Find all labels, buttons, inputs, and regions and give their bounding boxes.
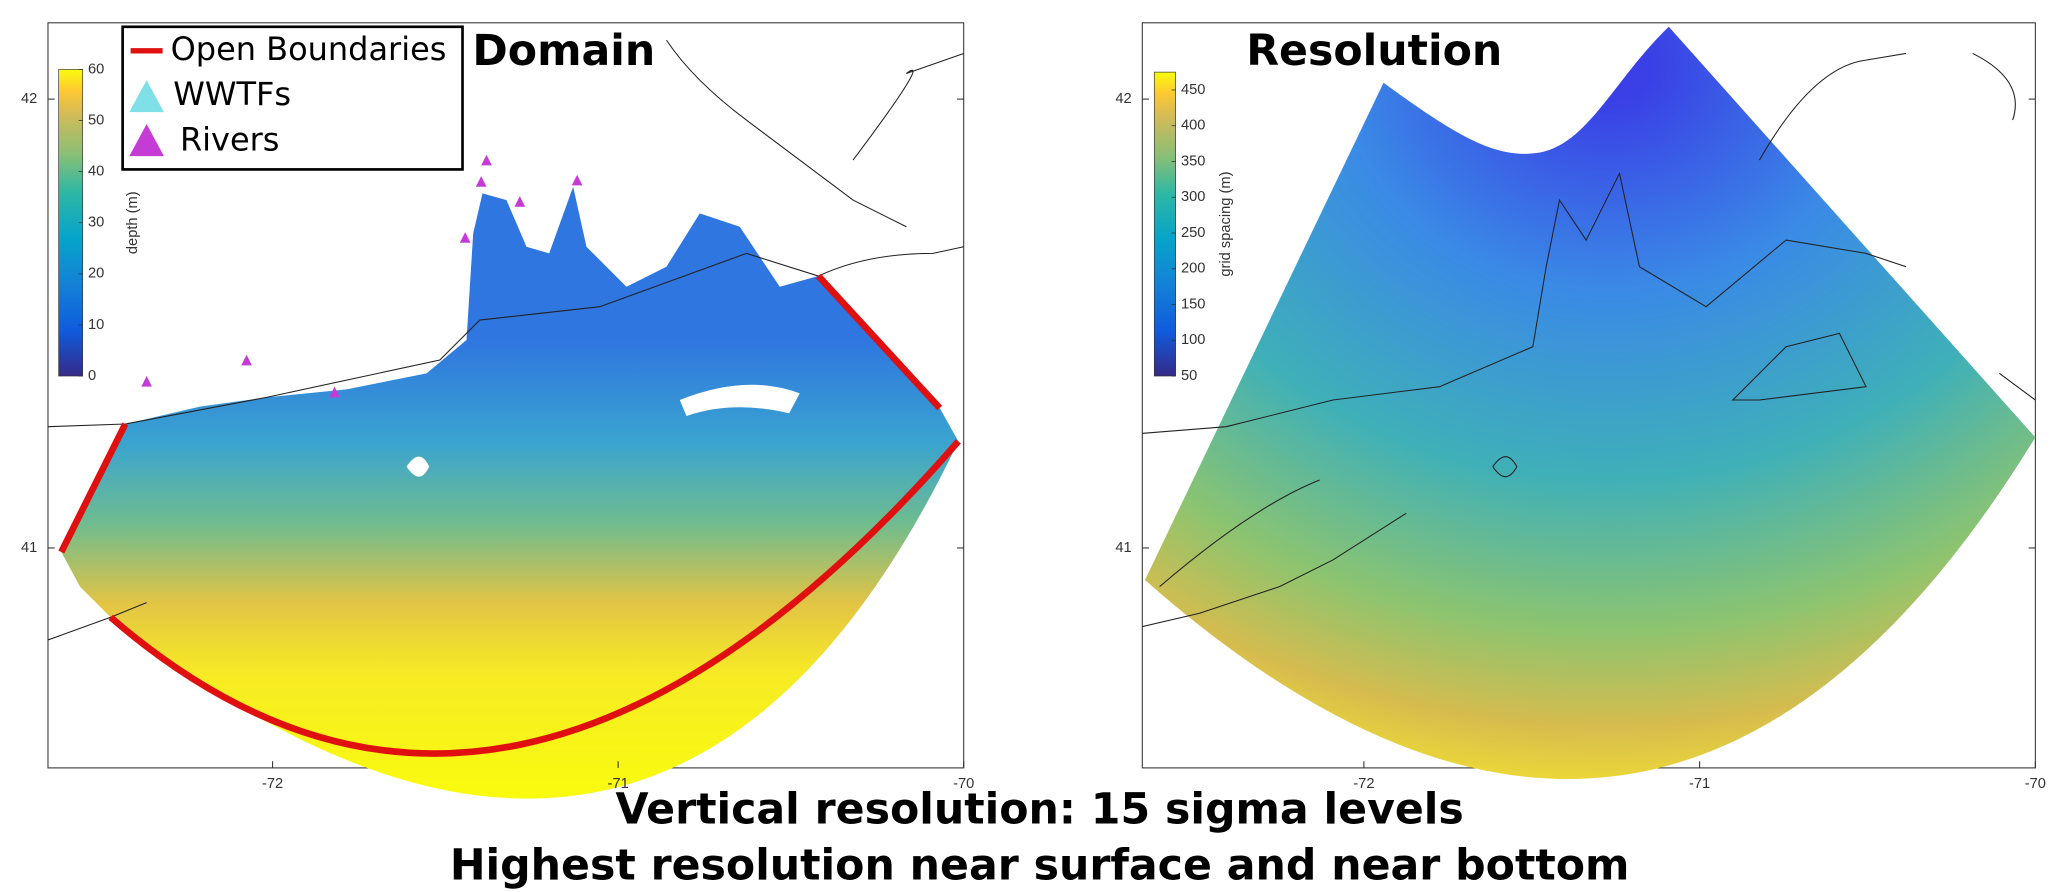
colorbar-tick-label: 30 xyxy=(88,215,104,231)
colorbar-tick-label: 300 xyxy=(1181,189,1205,205)
colorbar-tick-label: 200 xyxy=(1181,261,1205,277)
legend-box xyxy=(121,25,464,171)
y-tick-label: 41 xyxy=(21,540,37,556)
colorbar xyxy=(1153,71,1176,377)
island xyxy=(679,384,800,417)
resolution-field xyxy=(1144,26,2036,780)
caption: Vertical resolution: 15 sigma levels xyxy=(616,784,1464,834)
colorbar-tick-label: 0 xyxy=(88,368,96,384)
open-boundary xyxy=(108,439,961,757)
y-tick-label: 42 xyxy=(21,91,37,107)
legend-label: Open Boundaries xyxy=(171,30,447,68)
y-tick-label: 42 xyxy=(1115,91,1131,107)
colorbar-tick-label: 350 xyxy=(1181,153,1205,169)
caption: Highest resolution near surface and near… xyxy=(450,840,1630,890)
colorbar-tick-label: 100 xyxy=(1181,332,1205,348)
y-tick-label: 41 xyxy=(1115,540,1131,556)
open-boundary xyxy=(58,422,129,554)
x-tick-label: -72 xyxy=(1353,776,1374,792)
x-tick-label: -71 xyxy=(1689,776,1710,792)
colorbar-tick-label: 20 xyxy=(88,266,104,282)
river-markers xyxy=(141,154,583,398)
colorbar-tick-label: 60 xyxy=(88,61,104,77)
colorbar-tick-label: 250 xyxy=(1181,225,1205,241)
coastline xyxy=(1142,52,2036,628)
x-tick-label: -71 xyxy=(608,776,629,792)
colorbar-tick-label: 150 xyxy=(1181,296,1205,312)
open-boundary xyxy=(815,273,943,411)
colorbar-tick-label: 50 xyxy=(1181,368,1197,384)
colorbar-label: grid spacing (m) xyxy=(1218,172,1234,277)
legend-label: WWTFs xyxy=(173,75,291,113)
legend-label: Rivers xyxy=(180,120,279,158)
x-tick-label: -70 xyxy=(953,776,974,792)
colorbar-tick-label: 50 xyxy=(88,112,104,128)
colorbar-tick-label: 40 xyxy=(88,164,104,180)
colorbar-tick-label: 450 xyxy=(1181,82,1205,98)
coastline xyxy=(47,52,964,641)
legend-swatch xyxy=(129,80,164,113)
island xyxy=(406,456,430,477)
legend-swatch xyxy=(129,124,164,157)
panel-title: Resolution xyxy=(1246,26,1502,76)
colorbar-tick-label: 400 xyxy=(1181,118,1205,134)
x-tick-label: -72 xyxy=(262,776,283,792)
panel-title: Domain xyxy=(472,26,655,76)
coastline xyxy=(666,39,907,228)
colorbar-label: depth (m) xyxy=(125,191,141,254)
x-tick-label: -70 xyxy=(2025,776,2046,792)
colorbar-tick-label: 10 xyxy=(88,317,104,333)
